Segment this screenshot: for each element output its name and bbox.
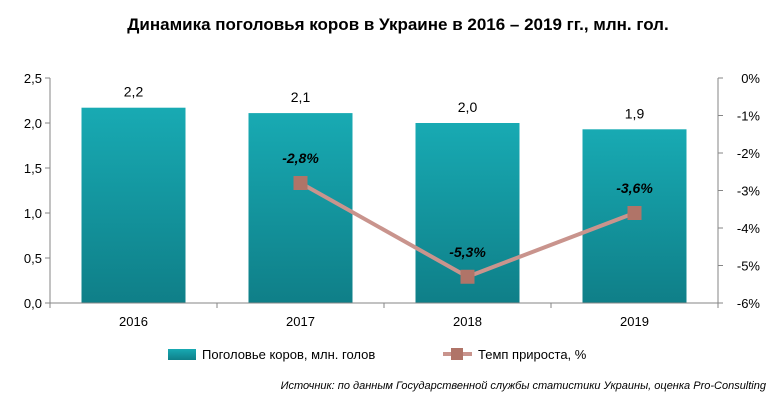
right-y-axis: 0% -1% -2% -3% -4% -5% -6% — [717, 71, 761, 311]
right-axis-tick-label: 0% — [741, 71, 760, 86]
x-axis-tick-label: 2019 — [620, 314, 649, 329]
x-axis-tick-label: 2016 — [119, 314, 148, 329]
bar-value-label: 2,0 — [458, 99, 478, 115]
legend-swatch-bar — [168, 349, 196, 360]
growth-rate-marker — [293, 176, 308, 190]
source-note: Источник: по данным Государственной служ… — [281, 380, 767, 392]
bar — [248, 113, 353, 303]
right-axis-tick-label: -1% — [737, 109, 761, 124]
right-axis-tick-label: -6% — [737, 296, 761, 311]
legend: Поголовье коров, млн. голов Темп прироста… — [168, 347, 587, 362]
right-axis-tick-label: -2% — [737, 146, 761, 161]
left-axis-tick-label: 2,5 — [24, 71, 42, 86]
bar-value-label: 2,1 — [291, 89, 311, 105]
growth-rate-label: -5,3% — [449, 244, 486, 260]
growth-rate-label: -2,8% — [282, 150, 319, 166]
x-axis-labels: 2016 2017 2018 2019 — [49, 303, 719, 329]
legend-swatch-marker — [451, 348, 463, 360]
left-axis-tick-label: 1,5 — [24, 161, 42, 176]
left-y-axis: 0,0 0,5 1,0 1,5 2,0 2,5 — [24, 71, 51, 311]
legend-label-line: Темп прироста, % — [478, 347, 587, 362]
chart-title: Динамика поголовья коров в Украине в 201… — [127, 15, 668, 34]
right-axis-tick-label: -5% — [737, 259, 761, 274]
bar-value-label: 1,9 — [625, 105, 645, 121]
bar — [81, 107, 186, 303]
right-axis-tick-label: -4% — [737, 221, 761, 236]
line-series: -2,8% -5,3% -3,6% — [282, 150, 653, 284]
growth-rate-marker — [460, 269, 475, 284]
right-axis-tick-label: -3% — [737, 184, 761, 199]
legend-label-bar: Поголовье коров, млн. голов — [202, 347, 375, 362]
left-axis-tick-label: 1,0 — [24, 206, 42, 221]
bar-series: 2,2 2,1 2,0 1,9 — [81, 84, 687, 303]
growth-rate-marker — [627, 206, 642, 220]
x-axis-tick-label: 2018 — [453, 314, 482, 329]
left-axis-tick-label: 0,5 — [24, 251, 42, 266]
growth-rate-label: -3,6% — [616, 180, 653, 196]
bar-value-label: 2,2 — [124, 84, 144, 100]
left-axis-tick-label: 2,0 — [24, 116, 42, 131]
x-axis-tick-label: 2017 — [286, 314, 315, 329]
left-axis-tick-label: 0,0 — [24, 296, 42, 311]
